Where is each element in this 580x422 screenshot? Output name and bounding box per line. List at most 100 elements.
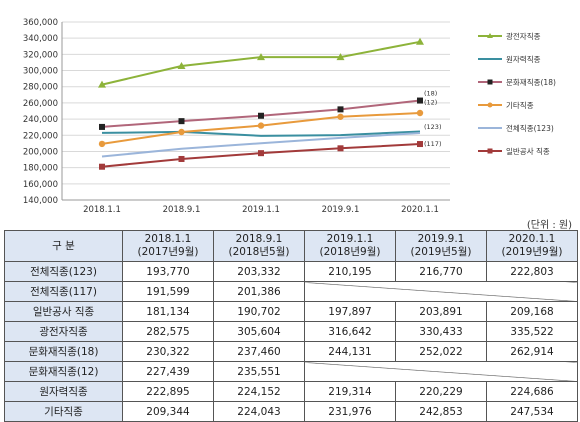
x-tick-label: 2018.9.1 — [163, 205, 201, 215]
data-table: 구 분 2018.1.1 (2017년9월) 2018.9.1 (2018년5월) … — [4, 230, 578, 422]
table-cell: 252,022 — [395, 341, 487, 362]
table-cell: 201,386 — [213, 281, 305, 302]
row-label: 일반공사 직종 — [4, 301, 123, 322]
table-row: 전체직종(117) 191,599 201,386 — [4, 281, 578, 302]
data-point — [178, 128, 185, 136]
table-row: 전체직종(123) 193,770 203,332 210,195 216,77… — [4, 261, 578, 282]
data-point — [99, 123, 105, 130]
row-label: 광전자직종 — [4, 321, 123, 342]
table-cell: 197,897 — [304, 301, 396, 322]
legend-label: 일반공사 직종 — [506, 146, 550, 156]
table-row: 일반공사 직종 181,134 190,702 197,897 203,891 … — [4, 301, 578, 322]
table-cell: 190,702 — [213, 301, 305, 322]
row-label: 원자력직종 — [4, 381, 123, 402]
data-point — [417, 141, 423, 148]
table-cell: 230,322 — [122, 341, 214, 362]
table-cell: 210,195 — [304, 261, 396, 282]
line-annotation: (123) — [424, 123, 441, 131]
header-note: (2019년9월) — [501, 246, 563, 258]
table-cell: 222,895 — [122, 381, 214, 402]
table-cell: 219,314 — [304, 381, 396, 402]
empty-cell — [304, 281, 578, 302]
table-cell: 316,642 — [304, 321, 396, 342]
table-cell: 282,575 — [122, 321, 214, 342]
header-date: 2019.9.1 — [417, 233, 465, 245]
header-date: 2018.1.1 — [144, 233, 192, 245]
header-note: (2017년9월) — [137, 246, 199, 258]
table-row: 원자력직종 222,895 224,152 219,314 220,229 22… — [4, 381, 578, 402]
data-point — [99, 163, 105, 170]
y-tick-label: 340,000 — [23, 34, 58, 44]
table-cell: 237,460 — [213, 341, 305, 362]
header-note: (2018년9월) — [319, 246, 381, 258]
table-cell: 203,891 — [395, 301, 487, 322]
line-annotation: (12) — [424, 99, 437, 107]
y-tick-label: 200,000 — [23, 147, 58, 157]
y-tick-label: 320,000 — [23, 50, 58, 60]
header-date: 2020.1.1 — [508, 233, 556, 245]
line-chart: 140,000 160,000 180,000 200,000 220,000 240,0… — [23, 18, 556, 215]
table-cell: 262,914 — [486, 341, 578, 362]
line-annotation: (18) — [424, 90, 437, 98]
table-cell: 222,803 — [486, 261, 578, 282]
x-tick-label: 2020.1.1 — [401, 205, 439, 215]
series-line — [101, 40, 421, 86]
table-cell: 216,770 — [395, 261, 487, 282]
row-label: 문화재직종(18) — [4, 341, 123, 362]
line-annotation: (117) — [424, 140, 441, 148]
table-cell: 235,551 — [213, 361, 305, 382]
y-tick-label: 260,000 — [23, 99, 58, 109]
data-table-container: 구 분 2018.1.1 (2017년9월) 2018.9.1 (2018년5월) … — [4, 230, 578, 422]
legend-marker — [487, 33, 493, 38]
data-point — [337, 106, 344, 113]
y-tick-label: 300,000 — [23, 67, 58, 77]
header-col-4: 2020.1.1 (2019년9월) — [486, 230, 578, 262]
chart-svg: 140,000 160,000 180,000 200,000 220,000 240,0… — [23, 18, 556, 215]
legend-marker — [487, 102, 493, 108]
header-note: (2019년5월) — [410, 246, 472, 258]
data-point — [178, 118, 185, 125]
data-point — [98, 80, 106, 88]
series-line — [101, 130, 421, 137]
table-cell: 224,152 — [213, 381, 305, 402]
x-tick-label: 2018.1.1 — [83, 205, 121, 215]
table-cell: 224,686 — [486, 381, 578, 402]
data-point — [416, 109, 424, 117]
y-tick-label: 180,000 — [23, 164, 58, 174]
y-tick-label: 280,000 — [23, 83, 58, 93]
data-point — [336, 53, 345, 61]
table-row: 광전자직종 282,575 305,604 316,642 330,433 33… — [4, 321, 578, 342]
table-cell: 191,599 — [122, 281, 214, 302]
table-row: 문화재직종(12) 227,439 235,551 — [4, 361, 578, 382]
y-tick-label: 240,000 — [23, 115, 58, 125]
data-point — [417, 97, 423, 104]
table-cell: 209,168 — [486, 301, 578, 322]
row-label: 전체직종(117) — [4, 281, 123, 302]
header-col-2: 2019.1.1 (2018년9월) — [304, 230, 396, 262]
table-header-row: 구 분 2018.1.1 (2017년9월) 2018.9.1 (2018년5월) … — [4, 230, 578, 262]
header-category: 구 분 — [4, 230, 123, 262]
data-point — [258, 150, 264, 157]
row-label: 전체직종(123) — [4, 261, 123, 282]
data-point — [257, 122, 265, 129]
table-cell: 203,332 — [213, 261, 305, 282]
table-cell: 244,131 — [304, 341, 396, 362]
data-point — [98, 140, 106, 148]
header-date: 2018.9.1 — [235, 233, 283, 245]
table-cell: 227,439 — [122, 361, 214, 382]
legend-label: 원자력직종 — [506, 54, 541, 64]
series-line — [101, 132, 421, 158]
legend-marker — [487, 79, 493, 85]
table-cell: 305,604 — [213, 321, 305, 342]
legend-label: 광전자직종 — [506, 31, 541, 41]
y-tick-label: 140,000 — [23, 196, 58, 206]
table-cell: 335,522 — [486, 321, 578, 342]
legend-label: 전체직종(123) — [506, 123, 554, 133]
data-point — [178, 155, 185, 162]
y-tick-label: 160,000 — [23, 180, 58, 190]
data-point — [337, 113, 344, 120]
table-row: 문화재직종(18) 230,322 237,460 244,131 252,02… — [4, 341, 578, 362]
data-point — [337, 145, 344, 152]
row-label: 문화재직종(12) — [4, 361, 123, 382]
table-cell: 193,770 — [122, 261, 214, 282]
